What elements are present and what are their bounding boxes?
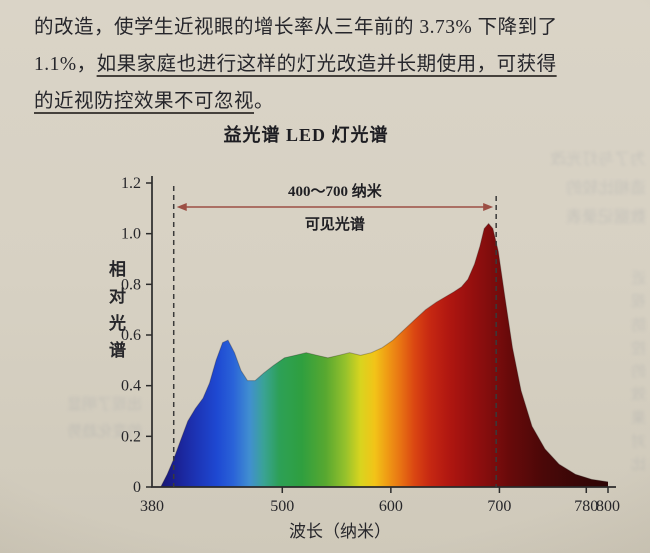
paragraph-text: 的改造，使学生近视眼的增长率从三年前的 3.73% 下降到了	[34, 17, 558, 38]
paragraph-line-2: 1.1%，如果家庭也进行这样的灯光改造并长期使用，可获得	[34, 46, 630, 83]
x-tick-label: 780	[574, 498, 598, 515]
y-tick-label: 1.0	[121, 226, 141, 243]
range-arrow-head-left	[176, 203, 187, 211]
x-tick-label: 700	[487, 498, 511, 515]
underlined-text: 如果家庭也进行这样的灯光改造并长期使用，可获得	[96, 54, 557, 75]
annotation-band-label: 可见光谱	[305, 215, 365, 233]
annotation-range-label: 400～700 纳米	[288, 182, 383, 200]
x-tick-label: 800	[596, 498, 620, 515]
x-tick-label: 500	[270, 498, 294, 515]
x-axis-title: 波长（纳米）	[289, 522, 391, 541]
paragraph: 的改造，使学生近视眼的增长率从三年前的 3.73% 下降到了 1.1%，如果家庭…	[34, 9, 630, 120]
y-tick-label: 0.4	[121, 378, 141, 395]
x-tick-label: 380	[140, 498, 164, 515]
chart-title: 益光谱 LED 灯光谱	[223, 125, 389, 145]
y-axis-title: 相对光谱	[106, 260, 125, 368]
y-tick-label: 1.2	[121, 175, 141, 192]
paragraph-text: 。	[254, 91, 275, 112]
paragraph-line-3: 的近视防控效果不可忽视。	[34, 83, 630, 120]
y-tick-label: 0.2	[121, 428, 141, 445]
paragraph-text: 1.1%，	[34, 54, 97, 75]
range-arrow-head-right	[483, 203, 494, 211]
underlined-text: 的近视防控效果不可忽视	[34, 91, 255, 112]
spectrum-area	[160, 223, 608, 487]
y-tick-label: 0.6	[121, 327, 141, 344]
spectrum-curve	[160, 222, 609, 488]
y-tick-label: 0.8	[121, 276, 141, 293]
paragraph-line-1: 的改造，使学生近视眼的增长率从三年前的 3.73% 下降到了	[34, 9, 630, 46]
x-tick-label: 600	[379, 498, 403, 515]
y-tick-label: 0	[133, 479, 141, 496]
